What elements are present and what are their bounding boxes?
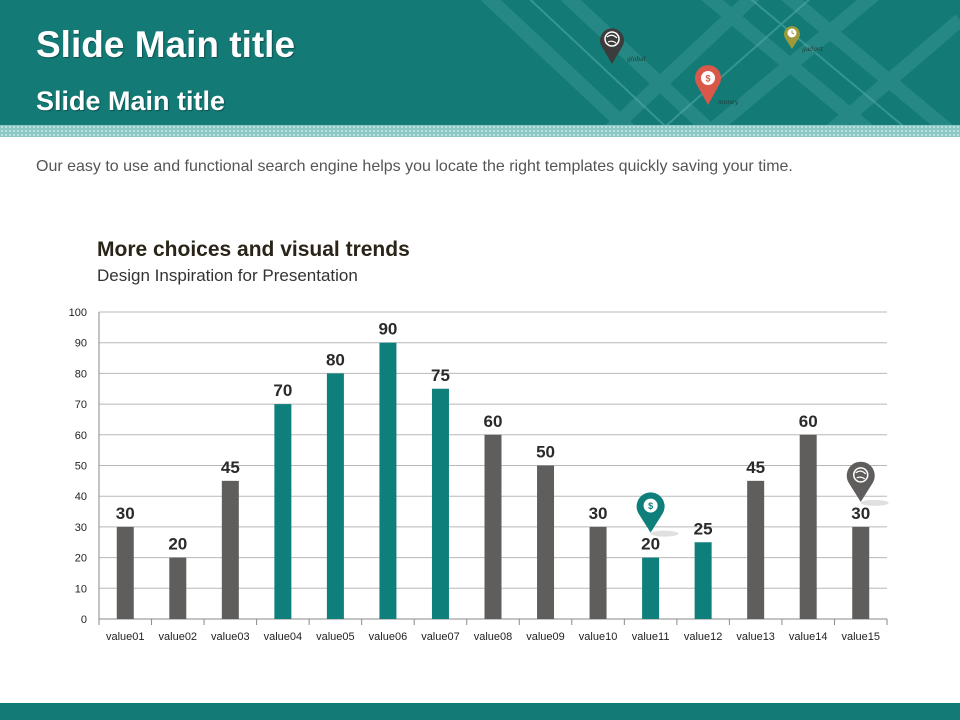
bar <box>694 542 712 619</box>
y-tick-label: 80 <box>75 368 87 380</box>
x-tick-label: value13 <box>736 631 775 643</box>
bar <box>326 373 344 619</box>
x-tick-label: value05 <box>316 631 355 643</box>
bar <box>169 557 187 619</box>
pin-money: $ money <box>695 65 739 106</box>
data-label: 60 <box>799 412 818 431</box>
globe-icon <box>599 28 625 64</box>
bar <box>589 526 607 619</box>
x-tick-label: value08 <box>474 631 513 643</box>
money-bag-icon: $ <box>695 65 721 105</box>
bar <box>747 480 765 619</box>
x-tick-label: value04 <box>264 631 303 643</box>
x-tick-label: value03 <box>211 631 250 643</box>
bar <box>431 388 449 619</box>
data-label: 90 <box>378 320 397 339</box>
bar <box>799 434 817 619</box>
y-tick-label: 70 <box>75 399 87 411</box>
data-label: 60 <box>484 412 503 431</box>
bar <box>379 342 397 619</box>
data-label: 25 <box>694 519 713 538</box>
pin-gadget-label: gadget <box>802 46 824 53</box>
header-decoration: global $ money gadget <box>480 0 960 125</box>
clock-icon <box>784 26 800 49</box>
bar <box>642 557 660 619</box>
pin-shadow <box>860 499 889 506</box>
data-label: 20 <box>168 535 187 554</box>
x-tick-label: value09 <box>526 631 565 643</box>
money-bag-icon: $ <box>636 492 665 533</box>
chart-pin-value11: $ <box>636 492 679 537</box>
pin-global: global <box>599 28 646 64</box>
y-tick-label: 50 <box>75 461 87 473</box>
pin-glyph <box>855 470 867 480</box>
bar <box>221 480 239 619</box>
pin-inner <box>643 498 658 513</box>
pin-money-label: money <box>718 99 739 106</box>
chart-pin-value15 <box>846 461 889 506</box>
y-tick-label: 0 <box>81 614 87 626</box>
pin-gadget: gadget <box>784 26 824 53</box>
data-label: 30 <box>589 504 608 523</box>
description-text: Our easy to use and functional search en… <box>36 158 793 175</box>
globe-icon <box>846 461 875 502</box>
x-tick-label: value14 <box>789 631 828 643</box>
x-tick-label: value10 <box>579 631 618 643</box>
x-tick-label: value11 <box>632 631 670 643</box>
bar <box>852 526 870 619</box>
slide-main-title: Slide Main title <box>36 24 296 65</box>
data-label: 50 <box>536 443 555 462</box>
header-pattern-strip <box>0 125 960 137</box>
pin-inner <box>852 467 869 483</box>
data-label: 75 <box>431 366 450 385</box>
data-label: 45 <box>221 458 240 477</box>
pin-shadow <box>650 530 679 537</box>
y-tick-label: 40 <box>75 491 87 503</box>
bar <box>274 404 292 619</box>
x-tick-label: value02 <box>159 631 198 643</box>
chart-subheading: Design Inspiration for Presentation <box>97 266 358 285</box>
data-label: 45 <box>746 458 765 477</box>
bar <box>484 434 502 619</box>
data-label: 30 <box>851 504 870 523</box>
data-label: 30 <box>116 504 135 523</box>
x-tick-label: value07 <box>421 631 460 643</box>
pin-glyph: $ <box>648 501 653 511</box>
y-tick-label: 90 <box>75 338 87 350</box>
y-tick-label: 60 <box>75 430 87 442</box>
y-tick-label: 100 <box>69 307 87 319</box>
y-tick-label: 20 <box>75 553 87 565</box>
bar <box>537 465 555 619</box>
footer-bar <box>0 703 960 720</box>
data-label: 20 <box>641 535 660 554</box>
data-label: 70 <box>273 381 292 400</box>
header-banner: global $ money gadget Slide Main title S… <box>0 0 960 125</box>
x-tick-label: value15 <box>841 631 880 643</box>
chart-heading: More choices and visual trends <box>97 238 410 261</box>
x-tick-label: value01 <box>106 631 145 643</box>
x-tick-label: value06 <box>369 631 408 643</box>
pin-global-label: global <box>627 56 646 63</box>
svg-text:$: $ <box>705 74 710 84</box>
bar <box>116 526 134 619</box>
y-tick-label: 10 <box>75 583 87 595</box>
slide-sub-title: Slide Main title <box>36 86 226 116</box>
data-label: 80 <box>326 350 345 369</box>
y-tick-label: 30 <box>75 522 87 534</box>
x-tick-label: value12 <box>684 631 723 643</box>
